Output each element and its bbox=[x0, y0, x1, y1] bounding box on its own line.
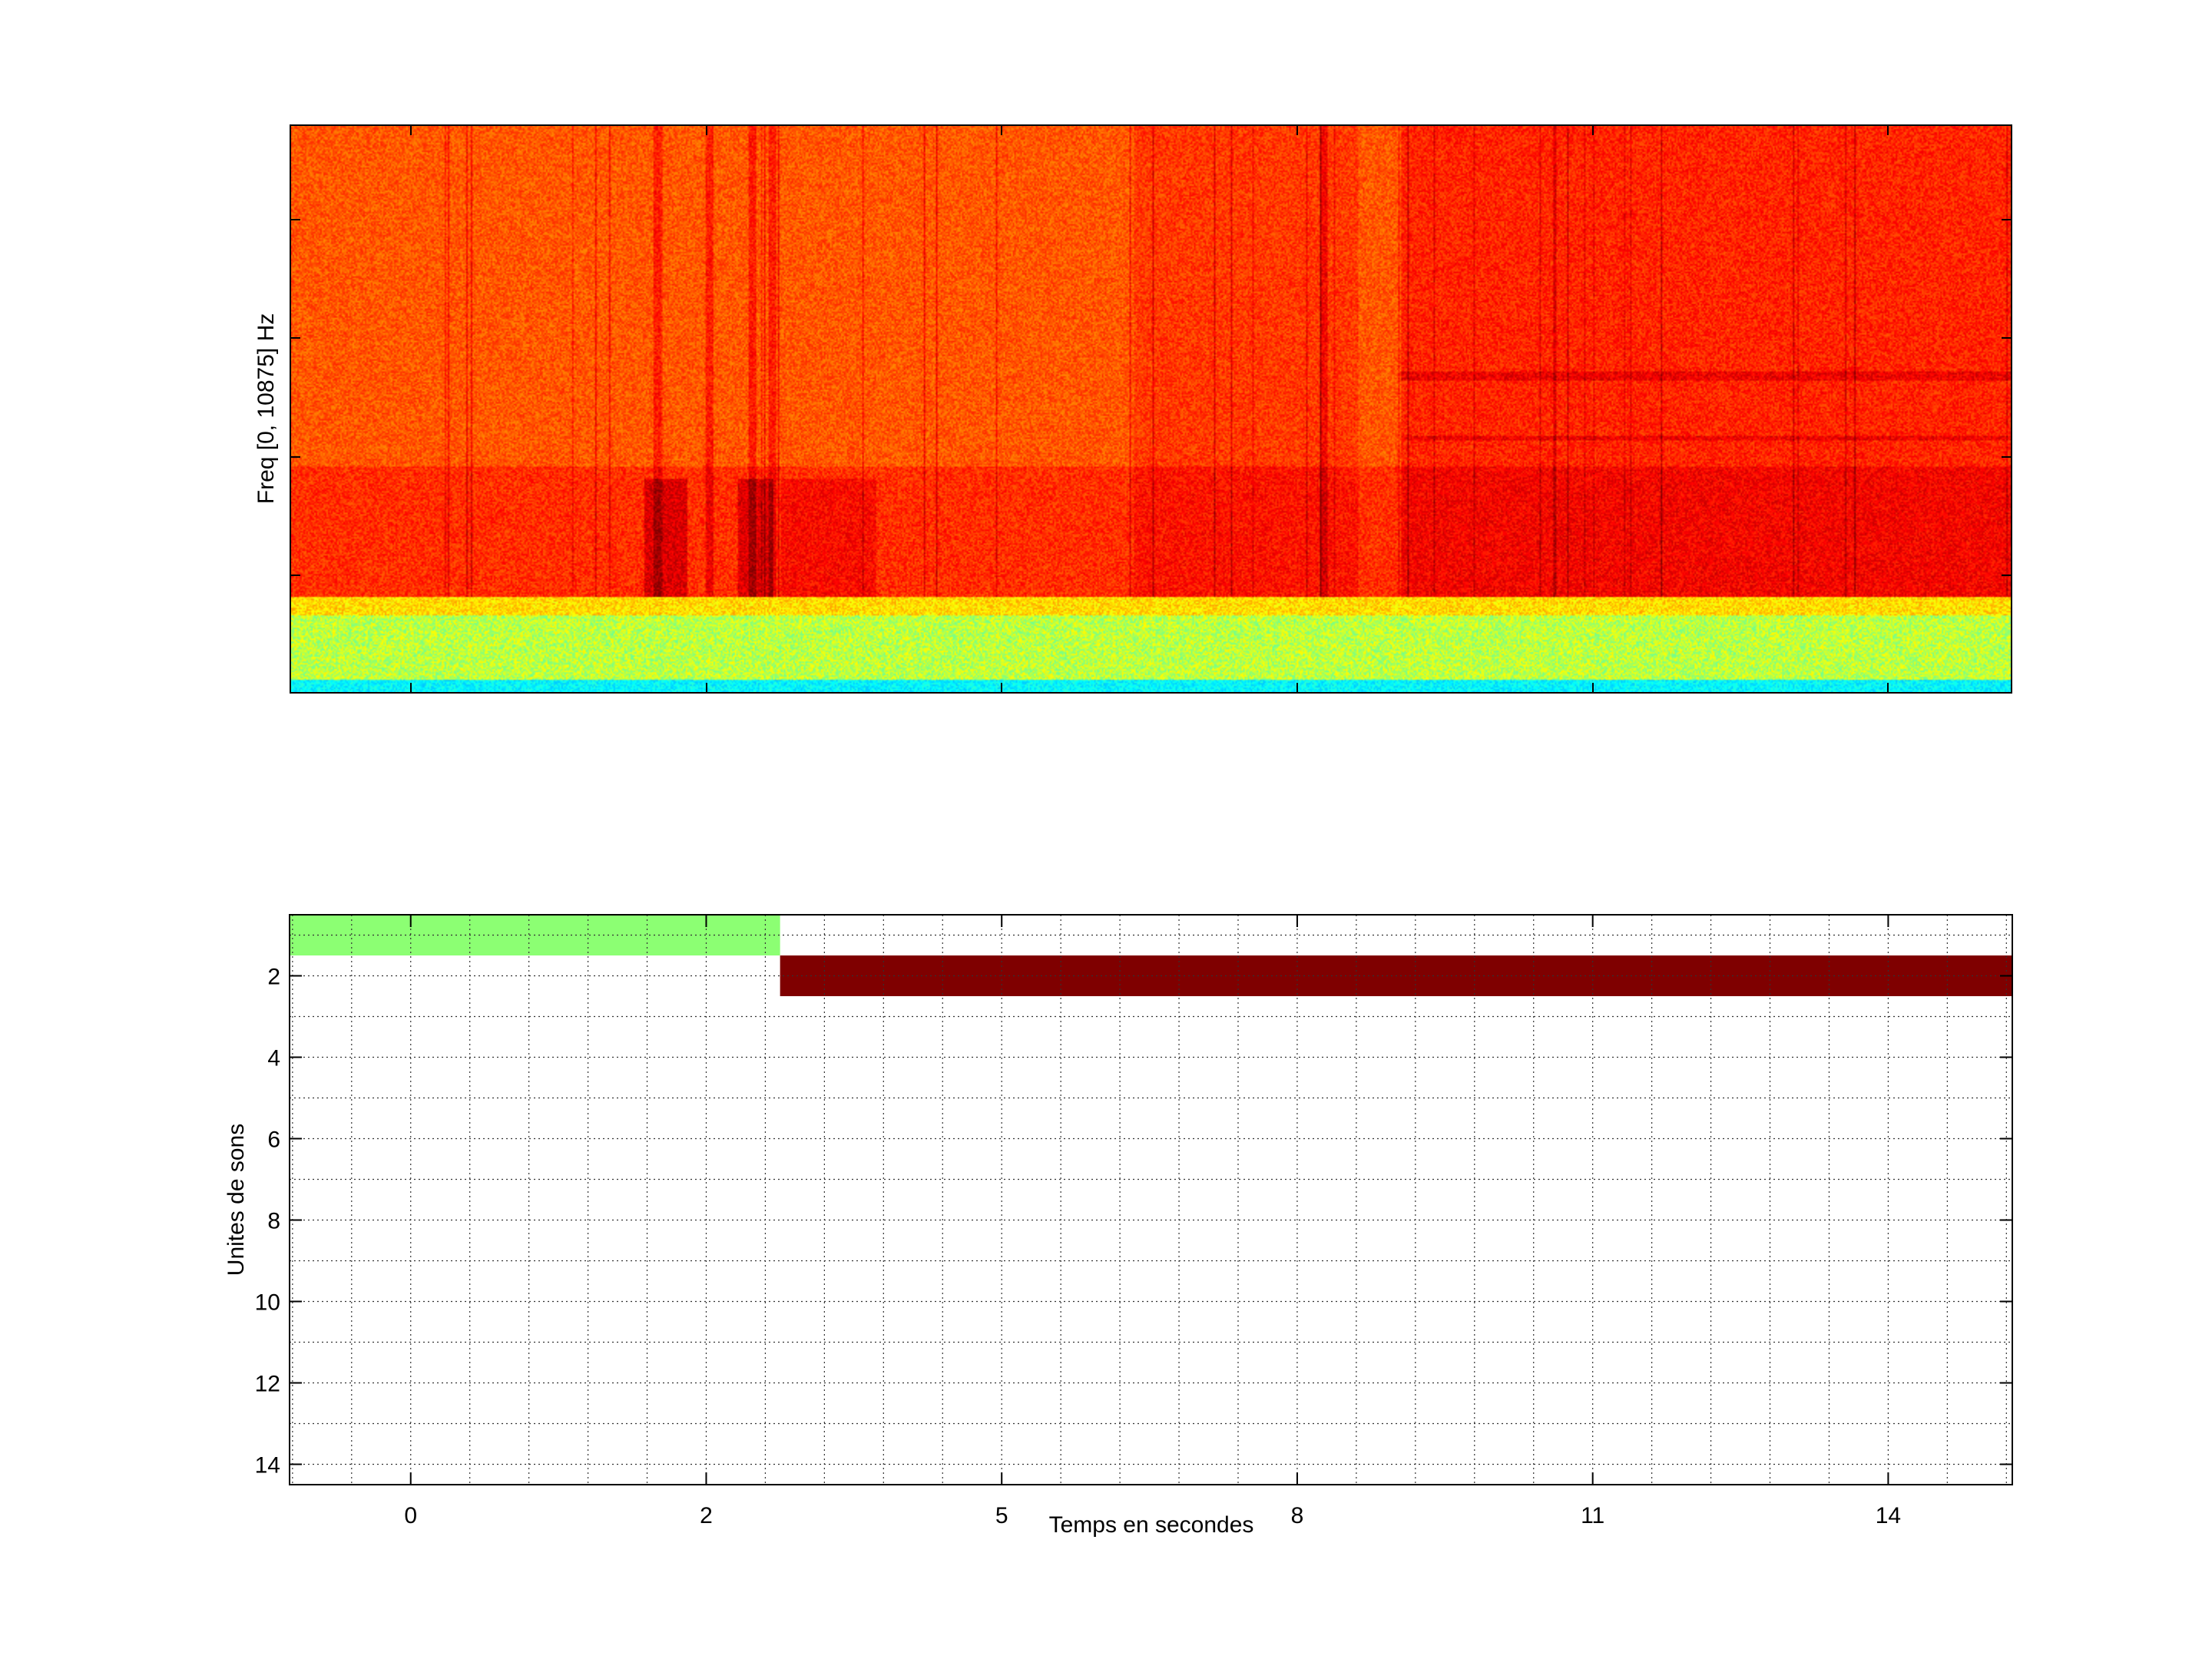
x-tick-label: 0 bbox=[404, 1503, 417, 1528]
y-tick-label: 8 bbox=[267, 1209, 280, 1234]
spectrogram-image bbox=[290, 124, 2012, 694]
spectrogram-frame bbox=[290, 124, 2012, 694]
y-tick-label: 4 bbox=[267, 1046, 280, 1071]
x-tick-label: 8 bbox=[1291, 1503, 1304, 1528]
x-tick-label: 11 bbox=[1581, 1503, 1604, 1528]
y-tick-label: 6 bbox=[267, 1128, 280, 1153]
spectrogram-border bbox=[290, 124, 2012, 694]
x-tick-label: 2 bbox=[700, 1503, 713, 1528]
y-tick-label: 14 bbox=[255, 1453, 280, 1479]
units-y-label: Unites de sons bbox=[224, 1123, 249, 1277]
y-tick-label: 10 bbox=[255, 1290, 280, 1316]
spectrogram-axes bbox=[290, 124, 2012, 694]
y-tick-label: 2 bbox=[267, 965, 280, 990]
plot-border bbox=[289, 914, 2013, 1485]
units-x-label: Temps en secondes bbox=[1048, 1512, 1254, 1538]
x-tick-label: 5 bbox=[995, 1503, 1008, 1528]
x-tick-label: 14 bbox=[1876, 1503, 1901, 1528]
plot-background bbox=[290, 915, 2012, 1485]
y-tick-label: 12 bbox=[255, 1372, 280, 1397]
